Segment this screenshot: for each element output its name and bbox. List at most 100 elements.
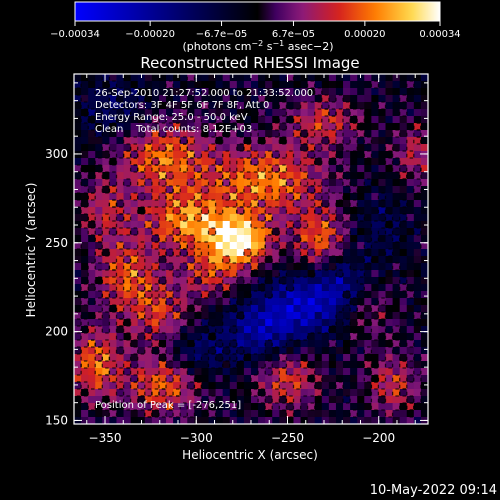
heatmap-cell — [173, 347, 181, 355]
heatmap-cell — [144, 305, 153, 313]
heatmap-cell — [343, 277, 351, 285]
heatmap-cell — [279, 256, 287, 264]
heatmap-cell — [180, 74, 188, 82]
heatmap-cell — [74, 333, 82, 341]
heatmap-cell — [350, 235, 358, 243]
heatmap-cell — [74, 214, 82, 222]
heatmap-cell — [265, 298, 273, 306]
heatmap-cell — [187, 200, 195, 208]
heatmap-cell — [158, 333, 167, 341]
heatmap-cell — [392, 263, 401, 271]
heatmap-cell — [385, 221, 393, 229]
heatmap-cell — [158, 116, 167, 124]
heatmap-cell — [321, 95, 330, 103]
heatmap-cell — [335, 74, 344, 82]
heatmap-cell — [123, 403, 132, 411]
heatmap-cell — [328, 298, 337, 306]
heatmap-cell — [251, 326, 259, 334]
heatmap-cell — [215, 74, 224, 82]
heatmap-cell — [215, 123, 224, 131]
heatmap-cell — [307, 200, 316, 208]
heatmap-cell — [180, 312, 188, 320]
heatmap-cell — [328, 333, 337, 341]
heatmap-cell — [243, 207, 252, 215]
heatmap-cell — [385, 242, 393, 250]
heatmap-cell — [385, 193, 393, 201]
heatmap-cell — [215, 263, 224, 271]
heatmap-cell — [123, 165, 132, 173]
heatmap-cell — [265, 291, 273, 299]
heatmap-cell — [123, 256, 132, 264]
heatmap-cell — [307, 228, 316, 236]
heatmap-cell — [166, 277, 174, 285]
heatmap-cell — [378, 284, 386, 292]
heatmap-cell — [88, 305, 96, 313]
heatmap-cell — [399, 270, 408, 278]
heatmap-cell — [187, 249, 195, 257]
colorbar: −0.00034 −0.00020 −6.7e−05 6.7e−05 0.00020 0.… — [50, 1, 461, 53]
heatmap-cell — [265, 270, 273, 278]
heatmap-cell — [194, 319, 202, 327]
heatmap-cell — [258, 256, 266, 264]
heatmap-cell — [130, 144, 139, 152]
heatmap-cell — [321, 326, 330, 334]
heatmap-cell — [88, 263, 96, 271]
heatmap-cell — [399, 193, 408, 201]
heatmap-cell — [173, 396, 181, 404]
heatmap-cell — [420, 347, 429, 355]
heatmap-cell — [392, 368, 401, 376]
heatmap-cell — [335, 333, 344, 341]
heatmap-cell — [102, 214, 110, 222]
heatmap-cell — [95, 277, 103, 285]
heatmap-cell — [343, 165, 351, 173]
heatmap-cell — [109, 277, 117, 285]
heatmap-cell — [81, 354, 89, 362]
heatmap-cell — [321, 319, 330, 327]
heatmap-cell — [300, 284, 309, 292]
heatmap-cell — [293, 228, 301, 236]
heatmap-cell — [258, 319, 266, 327]
heatmap-cell — [144, 165, 153, 173]
heatmap-cell — [392, 179, 401, 187]
heatmap-cell — [166, 312, 174, 320]
heatmap-cell — [81, 333, 89, 341]
heatmap-cell — [251, 270, 259, 278]
heatmap-cell — [158, 130, 167, 138]
heatmap-cell — [229, 81, 238, 89]
heatmap-cell — [166, 249, 174, 257]
footer-timestamp: 10-May-2022 09:14 — [370, 483, 497, 498]
heatmap-cell — [293, 361, 301, 369]
heatmap-cell — [173, 193, 181, 201]
heatmap-cell — [102, 186, 110, 194]
heatmap-cell — [265, 305, 273, 313]
heatmap-cell — [109, 158, 117, 166]
heatmap-cell — [314, 298, 323, 306]
heatmap-cell — [208, 319, 216, 327]
heatmap-cell — [137, 221, 146, 229]
heatmap-cell — [236, 228, 245, 236]
heatmap-cell — [102, 270, 110, 278]
heatmap-cell — [123, 137, 132, 145]
heatmap-cell — [236, 151, 245, 159]
heatmap-cell — [201, 396, 209, 404]
heatmap-cell — [123, 95, 132, 103]
annotation-detectors: Detectors: 3F 4F 5F 6F 7F 8F, Att 0 — [95, 100, 269, 111]
heatmap-cell — [194, 396, 202, 404]
heatmap-cell — [137, 179, 146, 187]
heatmap-cell — [144, 81, 153, 89]
heatmap-cell — [130, 319, 139, 327]
heatmap-cell — [357, 410, 365, 418]
heatmap-cell — [187, 298, 195, 306]
heatmap-cell — [258, 186, 266, 194]
heatmap-cell — [335, 396, 344, 404]
heatmap-cell — [95, 333, 103, 341]
heatmap-cell — [307, 319, 316, 327]
heatmap-cell — [300, 326, 309, 334]
heatmap-cell — [420, 88, 429, 96]
heatmap-cell — [406, 326, 415, 334]
heatmap-cell — [265, 361, 273, 369]
heatmap-cell — [343, 396, 351, 404]
heatmap-cell — [286, 214, 294, 222]
heatmap-cell — [151, 102, 160, 110]
heatmap-cell — [158, 291, 167, 299]
